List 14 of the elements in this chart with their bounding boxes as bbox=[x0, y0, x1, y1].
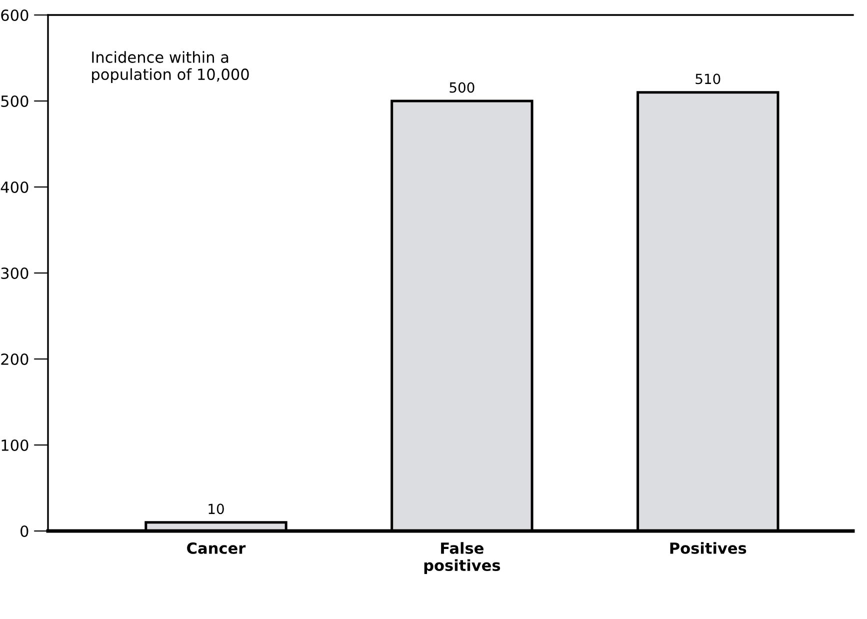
x-tick-label: Cancer bbox=[187, 542, 246, 554]
y-tick-label: 500 bbox=[1, 95, 28, 108]
y-tick-label: 400 bbox=[0, 181, 28, 194]
data-label: 500 bbox=[450, 82, 474, 93]
data-label: 10 bbox=[208, 504, 224, 514]
data-label: 510 bbox=[696, 74, 720, 84]
y-tick-label: 300 bbox=[1, 267, 28, 280]
y-tick-label: 0 bbox=[20, 525, 28, 538]
y-tick-label: 200 bbox=[1, 353, 28, 366]
x-tick-label: Positives bbox=[670, 542, 746, 554]
annotation: Incidence within a population of 10,000 bbox=[92, 51, 249, 84]
y-tick-label: 600 bbox=[1, 9, 28, 22]
x-tick-label: False positives bbox=[424, 542, 500, 574]
y-tick-label: 100 bbox=[2, 439, 28, 452]
